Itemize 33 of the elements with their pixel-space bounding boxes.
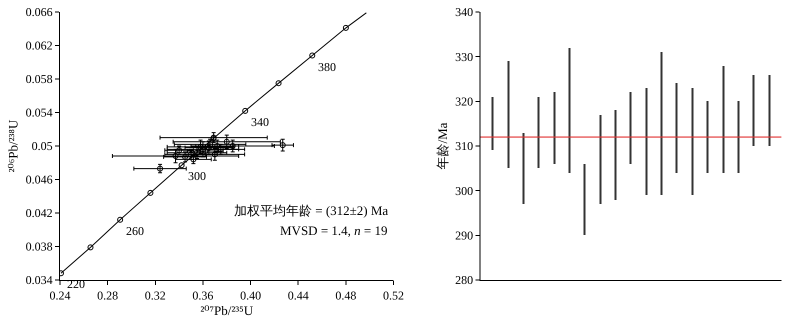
x-tick-label: 0.44: [288, 288, 309, 302]
annotation: 加权平均年龄 = (312±2) Ma: [234, 203, 388, 218]
x-tick-label: 0.28: [97, 288, 118, 302]
annotation: MVSD = 1.4, n = 19: [280, 223, 388, 238]
y-tick-label: 0.066: [26, 5, 53, 20]
y-axis-title: 年龄/Ma: [435, 122, 450, 170]
y-tick-label: 300: [455, 184, 474, 198]
x-tick-label: 0.40: [240, 288, 262, 302]
y-tick-label: 0.058: [26, 72, 53, 86]
y-tick-label: 0.05: [32, 139, 53, 154]
annotation: 260: [126, 224, 144, 238]
x-tick-label: 0.52: [383, 288, 404, 302]
y-tick-label: 290: [455, 228, 474, 243]
y-tick-label: 340: [455, 5, 474, 20]
y-tick-label: 0.038: [26, 240, 53, 254]
y-tick-label: 280: [455, 273, 474, 288]
x-tick-label: 0.48: [335, 288, 356, 302]
x-tick-label: 0.32: [144, 288, 166, 302]
annotation: 340: [251, 115, 269, 129]
y-tick-label: 320: [455, 94, 474, 109]
annotation: 380: [318, 60, 336, 74]
y-tick-label: 310: [455, 139, 474, 154]
y-tick-label: 330: [455, 50, 474, 64]
y-tick-label: 0.062: [26, 38, 53, 53]
annotation: 300: [188, 169, 206, 183]
y-tick-label: 0.034: [26, 273, 53, 288]
y-tick-label: 0.054: [26, 106, 53, 120]
x-axis-title: ²⁰⁷Pb/²³⁵U: [200, 303, 254, 318]
x-tick-label: 0.24: [50, 288, 70, 302]
y-tick-label: 0.042: [26, 206, 53, 220]
y-axis-title: ²⁰⁶Pb/²³⁸U: [6, 119, 21, 172]
y-tick-label: 0.046: [26, 172, 53, 187]
x-tick-label: 0.36: [192, 288, 214, 302]
